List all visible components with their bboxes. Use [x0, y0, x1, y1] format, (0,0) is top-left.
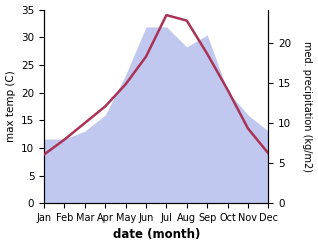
- X-axis label: date (month): date (month): [113, 228, 200, 242]
- Y-axis label: max temp (C): max temp (C): [5, 70, 16, 142]
- Y-axis label: med. precipitation (kg/m2): med. precipitation (kg/m2): [302, 41, 313, 172]
